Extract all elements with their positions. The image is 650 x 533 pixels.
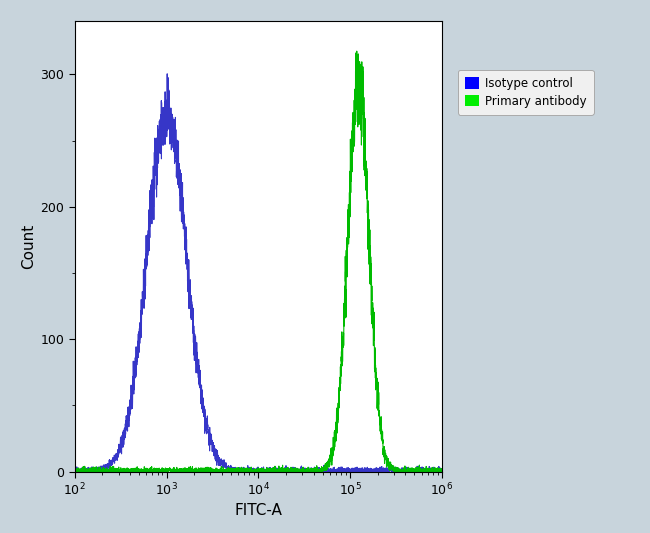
Y-axis label: Count: Count [21, 224, 36, 269]
Legend: Isotype control, Primary antibody: Isotype control, Primary antibody [458, 70, 593, 115]
X-axis label: FITC-A: FITC-A [235, 503, 282, 518]
